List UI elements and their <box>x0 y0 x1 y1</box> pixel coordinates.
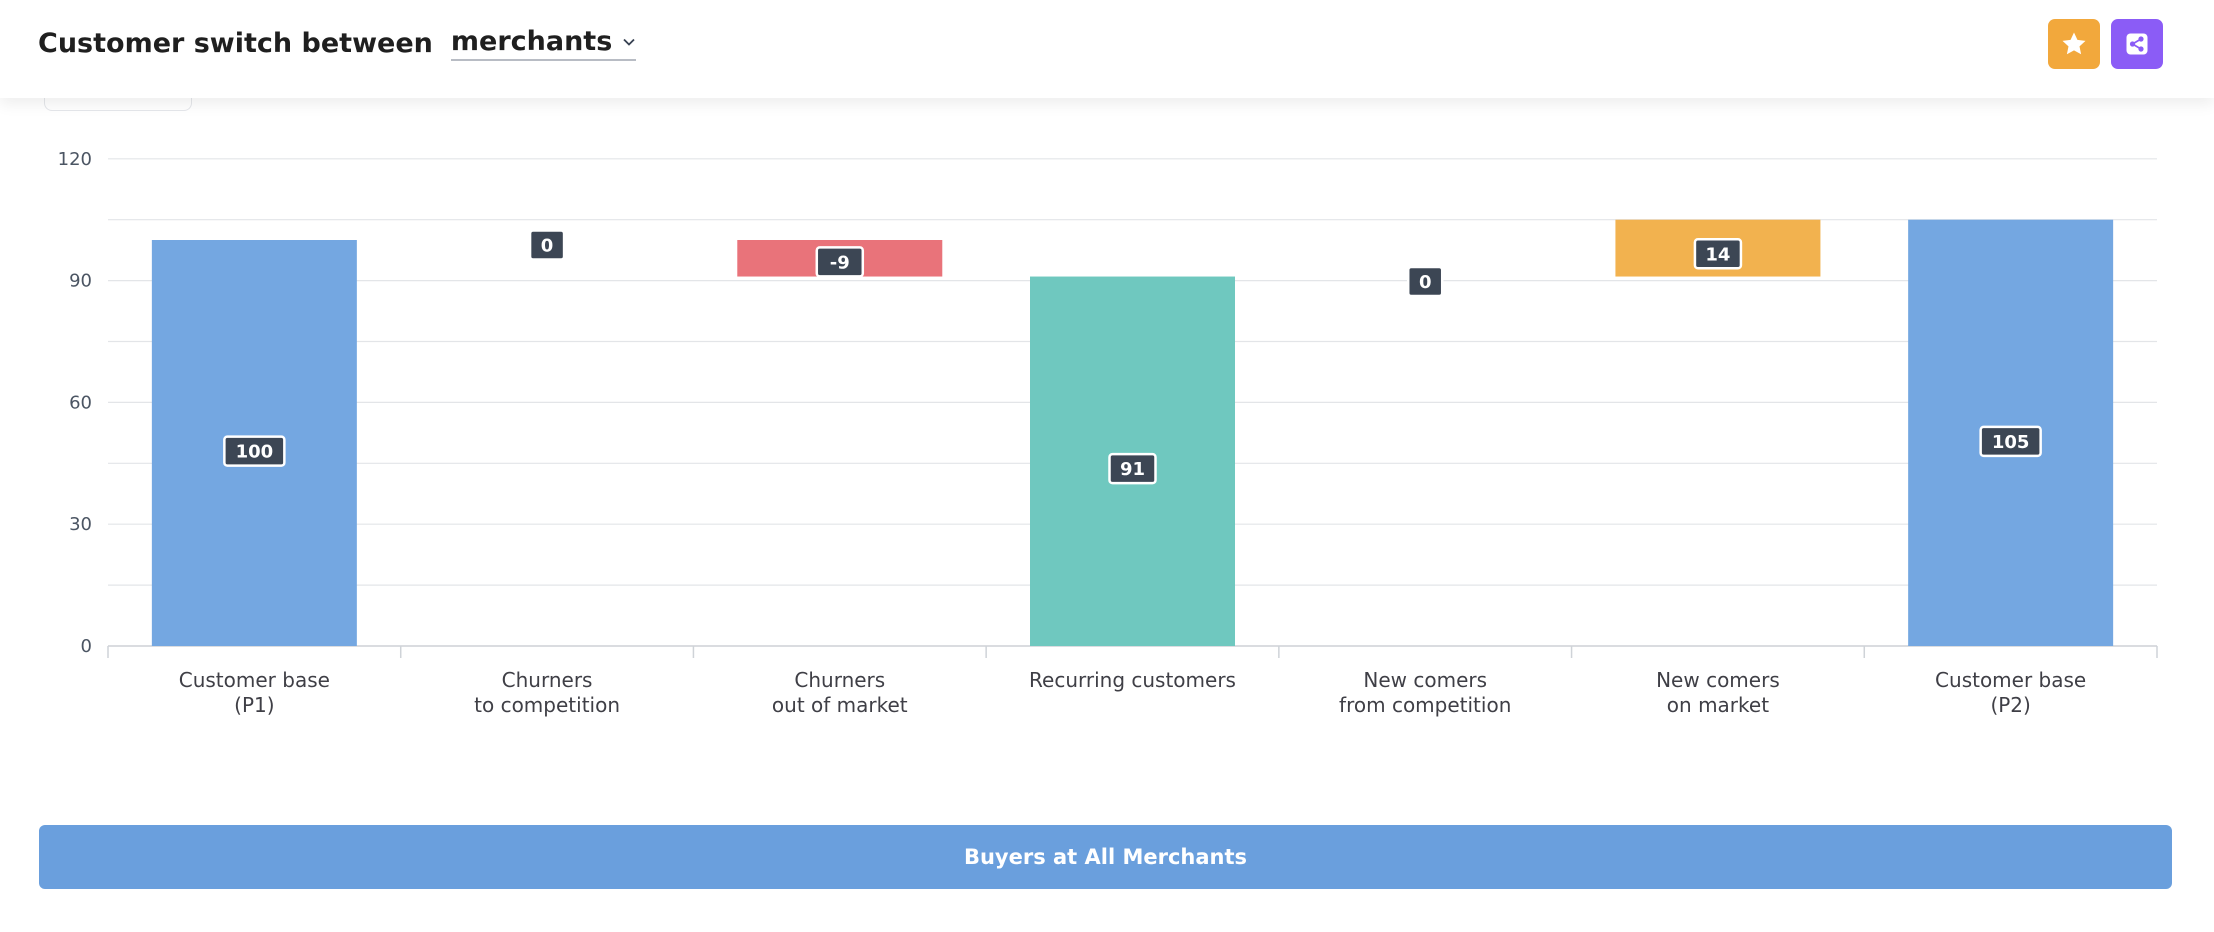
share-icon <box>2126 33 2148 55</box>
favorite-button[interactable] <box>2048 19 2100 69</box>
x-category-label-line: Customer base <box>179 668 330 692</box>
x-category-label: Customer base (P2) <box>1935 668 2086 717</box>
x-category-label-line: Recurring customers <box>1029 668 1236 692</box>
filter-tab <box>44 96 192 111</box>
share-button[interactable] <box>2111 19 2163 69</box>
x-category-label-line: on market <box>1667 693 1769 717</box>
data-label: 91 <box>1120 459 1145 480</box>
x-category-label-line: to competition <box>474 693 620 717</box>
data-label: -9 <box>830 252 850 273</box>
page-title: Customer switch between <box>38 28 433 59</box>
y-tick-label: 60 <box>69 392 92 413</box>
star-icon <box>2062 32 2086 55</box>
title-group: Customer switch between merchants <box>38 26 637 61</box>
y-tick-label: 30 <box>69 514 92 535</box>
x-category-label-line: Customer base <box>1935 668 2086 692</box>
x-category-label-line: from competition <box>1339 693 1511 717</box>
x-category-label-line: New comers <box>1656 668 1780 692</box>
x-category-label: New comers from competition <box>1339 668 1511 717</box>
data-label: 0 <box>1419 272 1432 293</box>
data-label: 105 <box>1992 432 2030 453</box>
dimension-selector[interactable]: merchants <box>450 26 637 61</box>
x-category-label-line: Churners <box>502 668 593 692</box>
x-category-label-line: New comers <box>1363 668 1487 692</box>
header-bar: Customer switch between merchants <box>0 0 2214 98</box>
bar-layer <box>151 219 2114 646</box>
data-label-box <box>528 229 566 261</box>
x-category-label-line: (P2) <box>1990 693 2030 717</box>
x-category-label-line: out of market <box>772 693 908 717</box>
footer-button-label: Buyers at All Merchants <box>963 845 1248 869</box>
x-category-label: Customer base (P1) <box>179 668 330 717</box>
data-label-box <box>1693 238 1743 270</box>
data-label-box <box>815 246 865 278</box>
data-label-box <box>223 435 286 467</box>
data-label: 100 <box>236 442 274 463</box>
data-label-box <box>1979 425 2042 458</box>
y-tick-label: 120 <box>58 149 92 170</box>
x-category-label-line: Churners <box>794 668 885 692</box>
x-category-label: Churners to competition <box>474 668 620 717</box>
y-tick-label: 90 <box>69 271 92 292</box>
data-label-layer: 100 0 -9 91 0 14 105 <box>223 229 2042 485</box>
data-label: 14 <box>1705 244 1730 265</box>
x-category-label: Churners out of market <box>772 668 908 717</box>
x-category-label-line: (P1) <box>234 693 274 717</box>
chevron-down-icon[interactable] <box>622 35 636 49</box>
x-category-label: Recurring customers <box>1029 668 1236 692</box>
data-label: 0 <box>541 236 554 257</box>
data-label-box <box>1108 452 1157 485</box>
dimension-selector-value[interactable]: merchants <box>450 26 613 57</box>
data-label-box <box>1406 265 1444 298</box>
buyers-at-all-merchants-button[interactable]: Buyers at All Merchants <box>39 825 2172 889</box>
y-tick-label: 0 <box>81 636 92 657</box>
x-category-label: New comers on market <box>1656 668 1780 717</box>
